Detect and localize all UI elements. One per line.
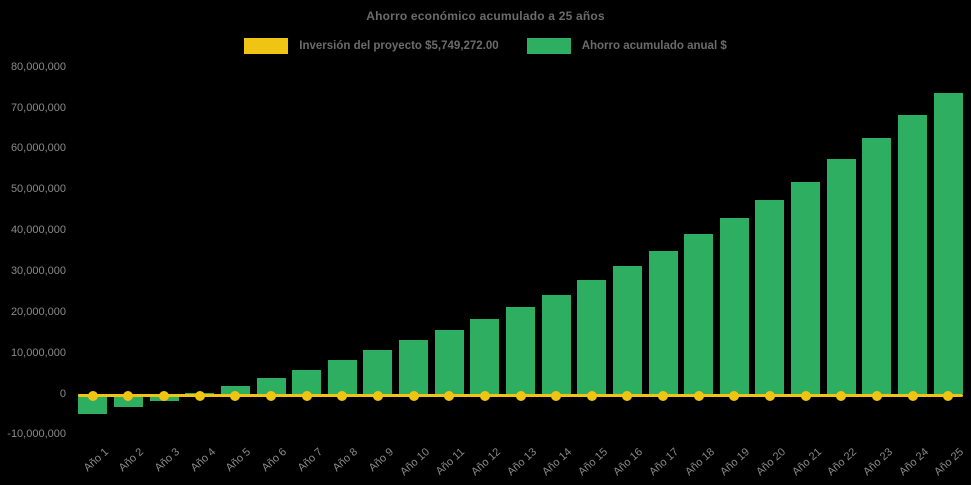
investment-line-marker-icon [372,390,383,401]
investment-line-marker-icon [479,390,490,401]
legend-item-investment[interactable]: Inversión del proyecto $5,749,272.00 [244,38,499,54]
legend-swatch-savings-icon [526,38,571,54]
investment-line-marker-icon [871,390,882,401]
investment-line-marker-icon [551,390,562,401]
bar-año-20 [755,200,785,394]
investment-line-marker-icon [159,390,170,401]
investment-line-marker-icon [943,390,954,401]
bar-año-1 [78,394,108,415]
y-axis-tick-label: -10,000,000 [7,428,66,441]
investment-line-marker-icon [266,390,277,401]
bar-año-6 [256,378,286,394]
investment-line-marker-icon [123,390,134,401]
investment-line-marker-icon [301,390,312,401]
bar-año-7 [292,369,322,394]
bar-año-18 [684,233,714,394]
chart-title: Ahorro económico acumulado a 25 años [366,9,605,23]
investment-line-marker-icon [907,390,918,401]
bar-año-22 [826,159,856,394]
y-axis-tick-label: 30,000,000 [10,264,66,277]
chart-legend: Inversión del proyecto $5,749,272.00 Aho… [0,38,971,54]
bar-año-19 [719,217,749,394]
investment-line-marker-icon [444,390,455,401]
bar-año-13 [506,306,535,394]
bar-año-23 [862,138,892,394]
bar-año-10 [399,340,429,394]
investment-line-marker-icon [658,390,669,401]
bar-año-25 [933,92,963,394]
investment-line-marker-icon [194,390,205,401]
legend-label-savings: Ahorro acumulado anual $ [581,40,727,52]
y-axis-tick-label: 50,000,000 [10,183,66,196]
investment-line-marker-icon [337,390,348,401]
bar-año-12 [470,318,500,394]
y-axis-tick-label: 60,000,000 [10,142,66,155]
bar-año-16 [612,265,642,394]
bar-año-9 [363,349,393,394]
investment-line-marker-icon [800,390,811,401]
investment-line-marker-icon [87,390,98,401]
legend-item-savings[interactable]: Ahorro acumulado anual $ [526,38,727,54]
y-axis-tick-label: 80,000,000 [10,60,66,73]
investment-line-marker-icon [729,390,740,401]
bar-año-24 [898,114,928,394]
investment-line-marker-icon [622,390,633,401]
legend-label-investment: Inversión del proyecto $5,749,272.00 [299,40,499,52]
bar-año-14 [541,295,571,394]
bar-año-5 [220,385,250,394]
investment-line-marker-icon [693,390,704,401]
investment-line-marker-icon [836,390,847,401]
investment-line-marker-icon [586,390,597,401]
bar-año-11 [434,330,464,394]
bar-año-21 [791,181,821,394]
bar-año-8 [327,359,357,394]
bar-año-17 [648,251,678,394]
bar-año-2 [113,394,143,408]
investment-line-marker-icon [230,390,241,401]
y-axis-tick-label: 20,000,000 [10,305,66,318]
investment-line-marker-icon [408,390,419,401]
y-axis-tick-label: 40,000,000 [10,224,66,237]
y-axis-tick-label: 0 [59,387,66,400]
y-axis-tick-label: 10,000,000 [10,346,66,359]
y-axis-tick-label: 70,000,000 [10,101,66,114]
investment-line-marker-icon [764,390,775,401]
investment-line-marker-icon [515,390,526,401]
bar-año-15 [577,280,607,394]
legend-swatch-investment-icon [244,38,289,54]
